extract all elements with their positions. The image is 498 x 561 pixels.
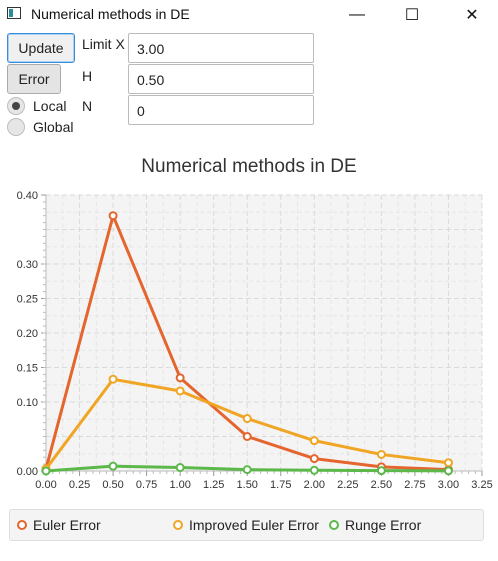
data-point-improved-euler-error: [309, 436, 319, 446]
data-point-improved-euler-error: [376, 449, 386, 459]
local-radio[interactable]: [7, 97, 25, 115]
y-tick-label: 0.00: [17, 466, 38, 478]
n-label: N: [82, 98, 93, 114]
x-tick-label: 1.00: [169, 479, 190, 491]
data-point-euler-error: [108, 211, 118, 221]
data-point-runge-error: [41, 466, 51, 476]
window-title: Numerical methods in DE: [31, 6, 190, 22]
legend-label-runge: Runge Error: [345, 517, 422, 533]
data-point-euler-error: [175, 373, 185, 383]
x-tick-label: 3.00: [438, 479, 459, 491]
maximize-button[interactable]: ☐: [404, 7, 420, 24]
n-input[interactable]: 0: [128, 95, 314, 125]
legend-label-euler: Euler Error: [33, 517, 101, 533]
x-tick-label: 2.50: [371, 479, 392, 491]
data-point-runge-error: [376, 466, 386, 476]
y-tick-label: 0.25: [17, 294, 38, 306]
data-point-improved-euler-error: [175, 386, 185, 396]
legend-marker-runge: [329, 520, 339, 530]
x-tick-label: 2.25: [337, 479, 358, 491]
y-tick-label: 0.40: [17, 190, 38, 202]
x-tick-label: 3.25: [471, 479, 492, 491]
data-point-improved-euler-error: [242, 414, 252, 424]
legend-item-improved-euler: Improved Euler Error: [173, 517, 319, 533]
limit-x-input[interactable]: 3.00: [128, 33, 314, 63]
data-point-euler-error: [309, 454, 319, 464]
local-radio-label[interactable]: Local: [33, 98, 67, 114]
chart-legend: Euler Error Improved Euler Error Runge E…: [9, 509, 484, 541]
global-radio-label[interactable]: Global: [33, 119, 74, 135]
minimize-button[interactable]: —: [349, 6, 365, 23]
data-point-runge-error: [443, 466, 453, 476]
app-icon: [7, 7, 21, 19]
h-label: H: [82, 68, 93, 84]
legend-marker-improved-euler: [173, 520, 183, 530]
error-line-chart: 0.00 0.25 0.50 0.75 1.00 1.25 1.50 1.75 2.00 2.25…: [17, 190, 493, 491]
x-tick-label: 1.75: [270, 479, 291, 491]
x-tick-label: 1.50: [237, 479, 258, 491]
x-tick-label: 2.00: [304, 479, 325, 491]
legend-marker-euler: [17, 520, 27, 530]
title-bar: Numerical methods in DE — ☐ ✕: [0, 0, 498, 30]
data-point-euler-error: [242, 432, 252, 441]
x-tick-label: 2.75: [404, 479, 425, 491]
x-tick-label: 0.00: [35, 479, 56, 491]
x-tick-label: 0.25: [69, 479, 90, 491]
data-point-improved-euler-error: [443, 458, 453, 468]
y-tick-label: 0.10: [17, 397, 38, 409]
chart-title: Numerical methods in DE: [141, 156, 357, 177]
error-button[interactable]: Error: [7, 64, 61, 94]
data-point-runge-error: [309, 465, 319, 475]
y-tick-label: 0.20: [17, 328, 38, 340]
x-tick-label: 0.50: [102, 479, 123, 491]
global-radio[interactable]: [7, 118, 25, 136]
x-tick-label: 1.25: [203, 479, 224, 491]
update-button[interactable]: Update: [7, 33, 75, 63]
x-tick-label: 0.75: [136, 479, 157, 491]
legend-label-improved-euler: Improved Euler Error: [189, 517, 319, 533]
y-tick-label: 0.30: [17, 259, 38, 271]
legend-item-runge: Runge Error: [329, 517, 421, 533]
h-input[interactable]: 0.50: [128, 64, 314, 94]
close-button[interactable]: ✕: [465, 7, 479, 24]
data-point-runge-error: [108, 461, 118, 471]
data-point-improved-euler-error: [108, 374, 118, 384]
data-point-runge-error: [175, 463, 185, 473]
y-tick-label: 0.15: [17, 363, 38, 375]
legend-item-euler: Euler Error: [17, 517, 101, 533]
limit-x-label: Limit X: [82, 36, 125, 52]
data-point-runge-error: [242, 465, 252, 475]
